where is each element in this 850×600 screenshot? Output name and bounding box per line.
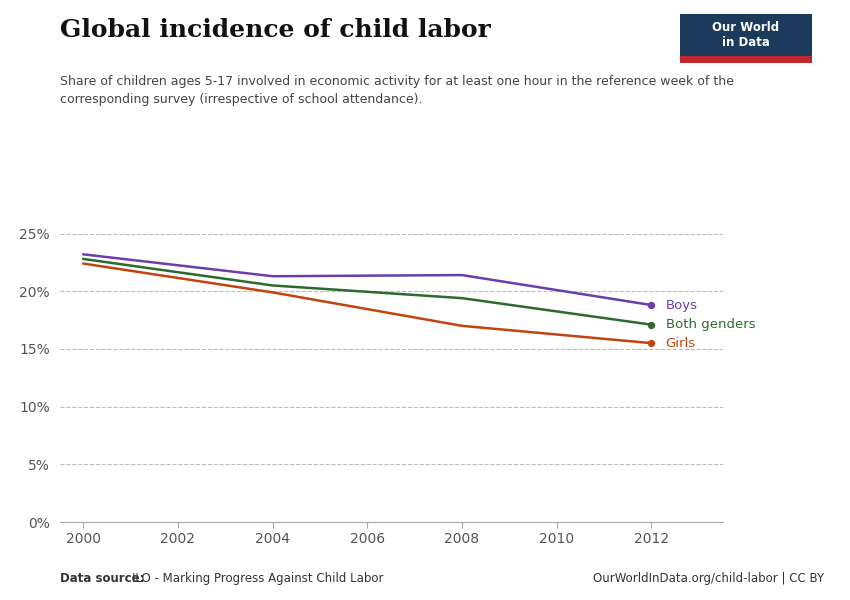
Text: Our World: Our World	[712, 21, 779, 34]
Bar	[680, 56, 812, 63]
Point	[644, 300, 658, 310]
Point	[644, 320, 658, 329]
Text: Both genders: Both genders	[666, 318, 756, 331]
Point	[644, 338, 658, 348]
Text: Share of children ages 5-17 involved in economic activity for at least one hour : Share of children ages 5-17 involved in …	[60, 75, 734, 106]
Text: in Data: in Data	[722, 36, 770, 49]
Text: ILO - Marking Progress Against Child Labor: ILO - Marking Progress Against Child Lab…	[132, 572, 383, 585]
Text: OurWorldInData.org/child-labor | CC BY: OurWorldInData.org/child-labor | CC BY	[593, 572, 824, 585]
Text: Data source:: Data source:	[60, 572, 148, 585]
Text: Girls: Girls	[666, 337, 696, 350]
Text: Boys: Boys	[666, 299, 698, 311]
Text: Global incidence of child labor: Global incidence of child labor	[60, 18, 490, 42]
